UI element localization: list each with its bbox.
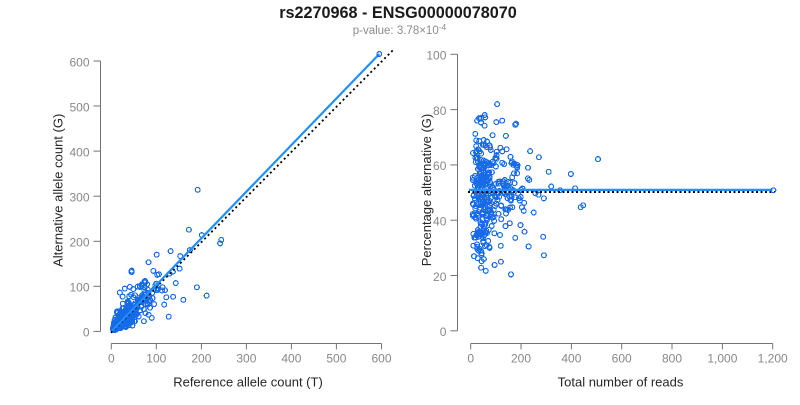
svg-text:Alternative allele count (G): Alternative allele count (G) bbox=[50, 114, 65, 267]
svg-text:400: 400 bbox=[281, 352, 301, 366]
svg-text:200: 200 bbox=[69, 236, 89, 250]
svg-text:80: 80 bbox=[433, 104, 447, 118]
svg-text:300: 300 bbox=[236, 352, 256, 366]
svg-text:100: 100 bbox=[426, 49, 446, 63]
svg-text:100: 100 bbox=[69, 281, 89, 295]
svg-text:1,000: 1,000 bbox=[707, 352, 737, 366]
svg-text:p-value: 3.78×10-4: p-value: 3.78×10-4 bbox=[353, 22, 447, 37]
svg-text:500: 500 bbox=[326, 352, 346, 366]
svg-text:Reference allele count (T): Reference allele count (T) bbox=[173, 375, 323, 390]
svg-text:400: 400 bbox=[561, 352, 581, 366]
svg-text:600: 600 bbox=[69, 55, 89, 69]
svg-text:Percentage alternative (G): Percentage alternative (G) bbox=[419, 114, 434, 266]
svg-text:20: 20 bbox=[433, 270, 447, 284]
svg-text:600: 600 bbox=[612, 352, 632, 366]
svg-text:rs2270968 - ENSG00000078070: rs2270968 - ENSG00000078070 bbox=[279, 4, 517, 22]
svg-text:100: 100 bbox=[146, 352, 166, 366]
svg-text:800: 800 bbox=[662, 352, 682, 366]
svg-text:0: 0 bbox=[467, 352, 474, 366]
svg-text:Total number of reads: Total number of reads bbox=[558, 375, 684, 390]
svg-text:300: 300 bbox=[69, 191, 89, 205]
svg-text:600: 600 bbox=[371, 352, 391, 366]
svg-text:0: 0 bbox=[83, 326, 90, 340]
svg-text:200: 200 bbox=[511, 352, 531, 366]
svg-text:400: 400 bbox=[69, 145, 89, 159]
svg-text:500: 500 bbox=[69, 100, 89, 114]
svg-text:0: 0 bbox=[108, 352, 115, 366]
svg-text:1,200: 1,200 bbox=[758, 352, 788, 366]
svg-text:60: 60 bbox=[433, 159, 447, 173]
svg-text:0: 0 bbox=[440, 325, 447, 339]
svg-text:40: 40 bbox=[433, 215, 447, 229]
svg-text:200: 200 bbox=[191, 352, 211, 366]
